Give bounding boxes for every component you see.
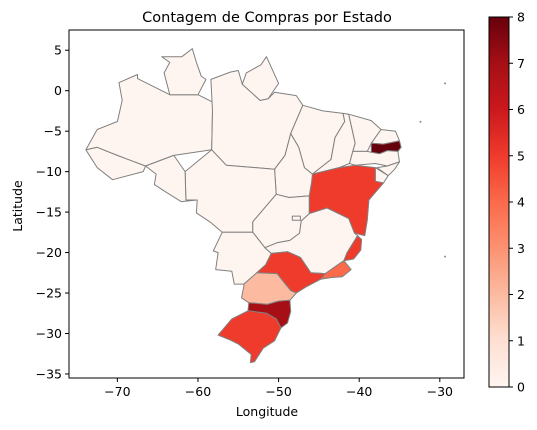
x-axis: −70 −60 −50 −40 −30: [104, 378, 453, 399]
colorbar-tick-label: 3: [517, 241, 525, 256]
colorbar-gradient: [488, 16, 510, 388]
colorbar-tick-label: 0: [517, 380, 525, 395]
y-tick-label: 0: [54, 83, 62, 98]
colorbar-tick-label: 5: [517, 148, 525, 163]
colorbar-tick-label: 8: [517, 10, 525, 25]
y-tick-label: −20: [36, 245, 62, 260]
region-tr: [443, 255, 447, 258]
plot-frame: [68, 29, 465, 379]
x-tick-label: −60: [185, 384, 211, 399]
y-tick-label: −35: [36, 366, 62, 381]
region-ro: [145, 154, 198, 203]
chart-title: Contagem de Compras por Estado: [142, 10, 392, 26]
colorbar-tick-label: 1: [517, 333, 525, 348]
region-rr: [161, 48, 207, 96]
y-axis: 5 0 −5 −10 −15 −20 −25 −30 −35: [36, 43, 69, 381]
region-rs: [217, 310, 282, 364]
y-tick-label: −5: [44, 124, 62, 139]
region-spsp: [443, 82, 447, 85]
y-tick-label: −30: [36, 326, 62, 341]
y-tick-label: −25: [36, 286, 62, 301]
y-axis-label: Latitude: [10, 180, 25, 232]
region-es: [343, 235, 363, 262]
x-axis-label: Longitude: [236, 404, 298, 419]
region-fn: [419, 120, 422, 123]
colorbar-tick-label: 2: [517, 287, 525, 302]
colorbar-tick-label: 4: [517, 195, 525, 210]
map-regions: [85, 48, 447, 364]
colorbar-tick-label: 6: [517, 102, 525, 117]
region-rj: [320, 260, 352, 280]
x-tick-label: −40: [346, 384, 372, 399]
y-tick-label: −15: [36, 205, 62, 220]
y-tick-label: 5: [54, 43, 62, 58]
region-pe: [349, 150, 400, 167]
y-tick-label: −10: [36, 164, 62, 179]
x-tick-label: −70: [104, 384, 130, 399]
colorbar: 0 1 2 3 4 5 6 7 8: [488, 10, 525, 395]
region-al: [376, 161, 400, 177]
colorbar-tick-label: 7: [517, 56, 525, 71]
x-tick-label: −50: [265, 384, 291, 399]
region-ap: [241, 56, 280, 101]
region-df: [291, 215, 301, 221]
region-ce: [348, 113, 382, 152]
x-tick-label: −30: [427, 384, 453, 399]
